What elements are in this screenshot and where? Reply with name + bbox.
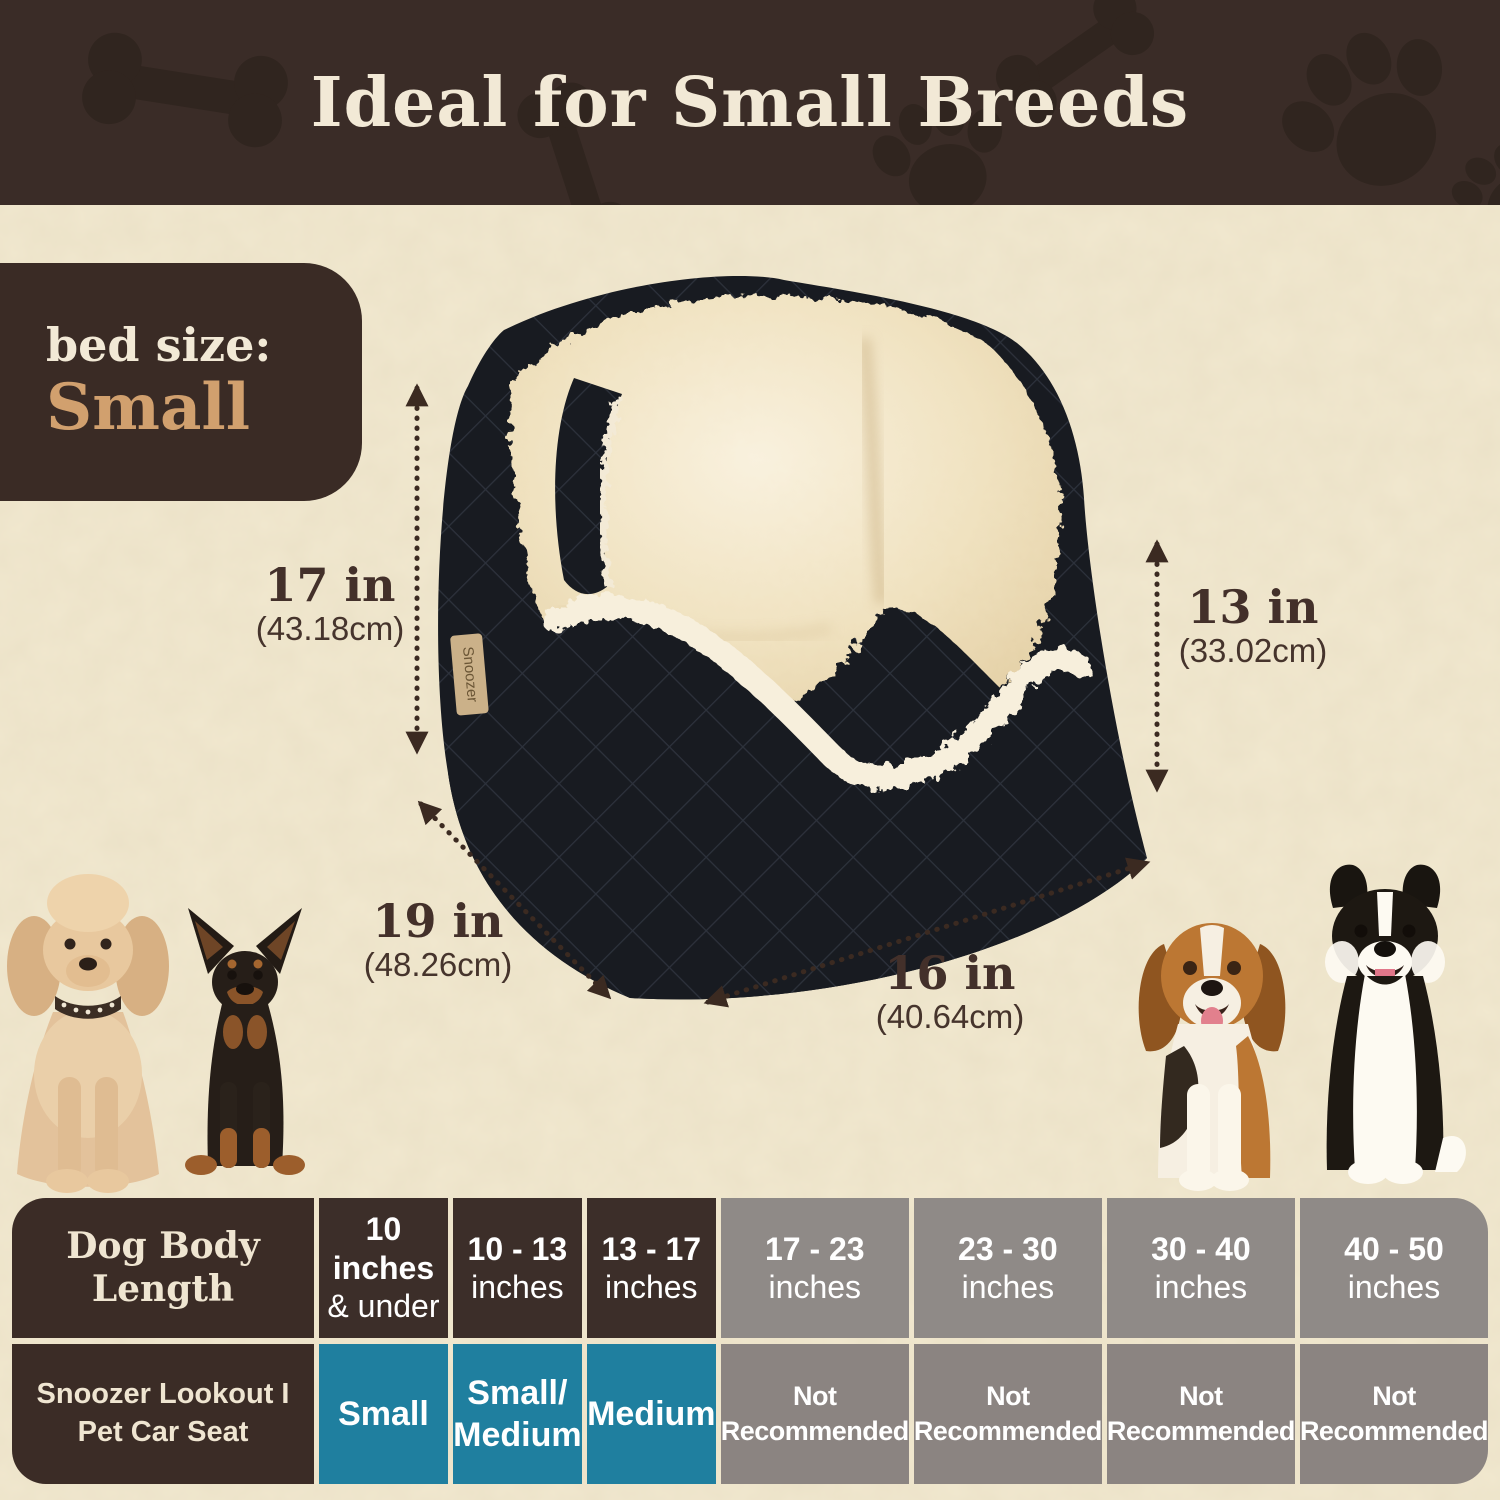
poodle-image: [7, 874, 169, 1193]
range-cell-3: 17 - 23 inches: [720, 1198, 909, 1338]
dimension-width: 16 in (40.64cm): [845, 950, 1055, 1037]
dimension-cm: (43.18cm): [255, 610, 405, 647]
dimension-cm: (48.26cm): [363, 946, 513, 983]
dimension-depth: 19 in (48.26cm): [333, 898, 543, 985]
range-cell-6: 40 - 50 inches: [1299, 1198, 1488, 1338]
dimension-back-height: 17 in (43.18cm): [225, 562, 435, 649]
beagle-image: [1138, 923, 1286, 1191]
dimension-inches: 17 in: [264, 558, 396, 612]
range-cell-0: 10 inches & under: [319, 1198, 448, 1338]
body-length-header-cell: Dog Body Length: [12, 1198, 314, 1338]
dimension-cm: (33.02cm): [1178, 632, 1328, 669]
fit-cell-1: Small/ Medium: [452, 1344, 582, 1484]
range-cell-4: 23 - 30 inches: [913, 1198, 1102, 1338]
fit-cell-3: Not Recommended: [720, 1344, 909, 1484]
page-title: Ideal for Small Breeds: [310, 62, 1190, 143]
fit-cell-5: Not Recommended: [1106, 1344, 1295, 1484]
dimension-inches: 13 in: [1187, 580, 1319, 634]
border-collie-image: [1325, 864, 1466, 1184]
fit-cell-6: Not Recommended: [1299, 1344, 1489, 1484]
body-length-header-label: Dog Body Length: [66, 1224, 260, 1310]
fit-cell-2: Medium: [586, 1344, 716, 1484]
range-cell-2: 13 - 17 inches: [586, 1198, 716, 1338]
header-banner: Ideal for Small Breeds: [0, 0, 1500, 205]
size-chart-table: Dog Body Length 10 inches & under 10 - 1…: [12, 1198, 1489, 1484]
range-cell-5: 30 - 40 inches: [1106, 1198, 1295, 1338]
dimension-inches: 16 in: [884, 946, 1016, 1000]
dimension-cm: (40.64cm): [875, 998, 1025, 1035]
bed-size-value: Small: [46, 369, 251, 445]
fit-cell-4: Not Recommended: [913, 1344, 1102, 1484]
range-cell-1: 10 - 13 inches: [452, 1198, 582, 1338]
dimension-inches: 19 in: [372, 894, 504, 948]
fit-cell-0: Small: [319, 1344, 448, 1484]
dimension-front-height: 13 in (33.02cm): [1148, 584, 1358, 671]
miniature-pinscher-image: [185, 908, 305, 1175]
bed-size-badge: bed size: Small: [0, 263, 362, 501]
bed-size-label: bed size:: [46, 317, 272, 372]
product-row-header-cell: Snoozer Lookout I Pet Car Seat: [12, 1344, 314, 1484]
